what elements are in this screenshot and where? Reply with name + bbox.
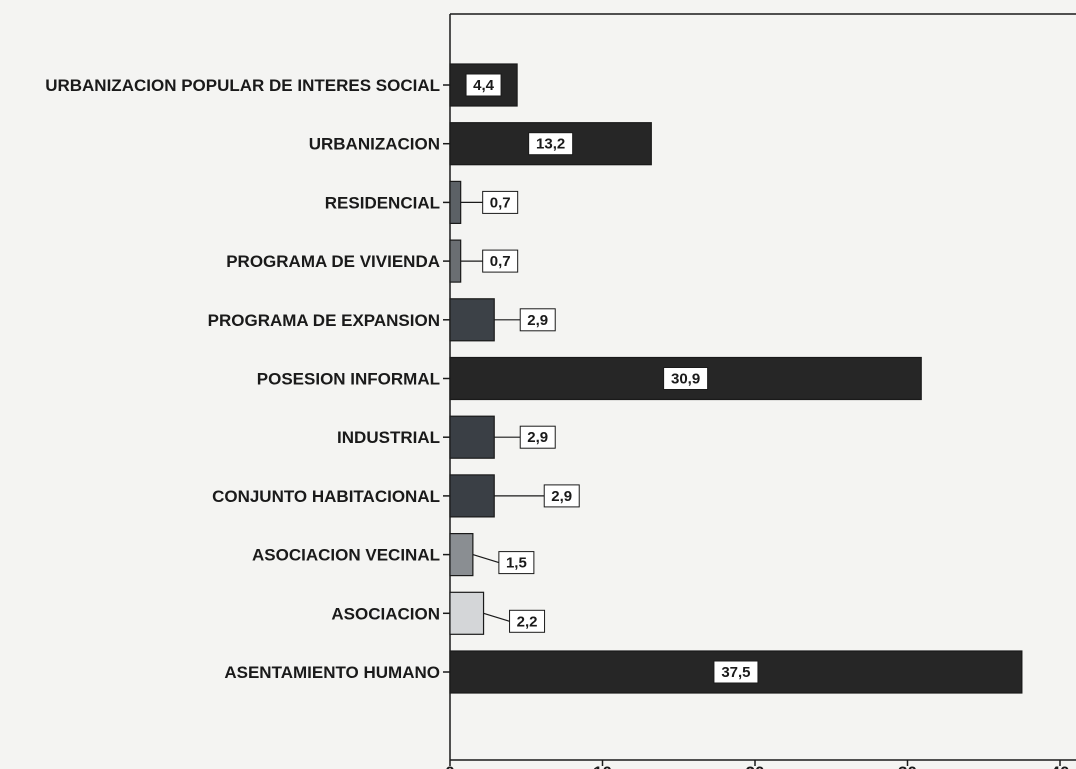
data-label-box [519,308,556,332]
data-label: 4,4 [473,77,495,94]
data-label: 2,9 [527,312,548,329]
x-tick-label: 40 [1051,763,1070,769]
data-label-leader [483,612,510,622]
data-label: 13,2 [536,136,565,153]
data-label-box [528,132,574,156]
category-label: ASENTAMIENTO HUMANO [224,663,440,682]
category-label: ASOCIACION VECINAL [252,546,440,565]
data-label-box [482,190,519,214]
category-label: POSESION INFORMAL [257,370,440,389]
category-label: INDUSTRIAL [337,428,440,447]
data-label: 30,9 [671,371,700,388]
category-label: URBANIZACION [309,135,440,154]
data-label-box [713,660,759,684]
bar [449,532,474,577]
data-label-box [509,609,546,633]
bar [449,591,485,635]
category-label: CONJUNTO HABITACIONAL [212,487,440,506]
data-label-box [519,425,556,449]
category-label: URBANIZACION POPULAR DE INTERES SOCIAL [45,76,440,95]
data-label: 0,7 [490,194,511,211]
bar [449,239,462,283]
data-label: 2,2 [517,613,538,630]
data-label: 37,5 [721,664,750,681]
data-label: 2,9 [551,488,572,505]
bar [449,180,462,224]
data-label-box [482,249,519,273]
x-tick-label: 10 [593,763,612,769]
data-label: 1,5 [506,555,527,572]
bar [449,415,495,459]
data-label: 2,9 [527,429,548,446]
data-label-box [498,551,535,575]
data-label-box [663,367,709,390]
data-label-box [465,73,502,97]
x-tick-label: 30 [898,763,917,769]
data-label: 0,7 [490,253,511,270]
category-label: RESIDENCIAL [325,193,440,212]
x-tick-label: 20 [746,763,765,769]
data-label-leader [472,554,500,564]
bar [449,298,495,342]
category-label: ASOCIACION [331,604,440,623]
bar [449,474,495,518]
category-label: PROGRAMA DE EXPANSION [208,311,440,330]
x-tick-label: 0 [445,763,454,769]
category-label: PROGRAMA DE VIVIENDA [226,252,440,271]
data-label-box [543,484,580,508]
